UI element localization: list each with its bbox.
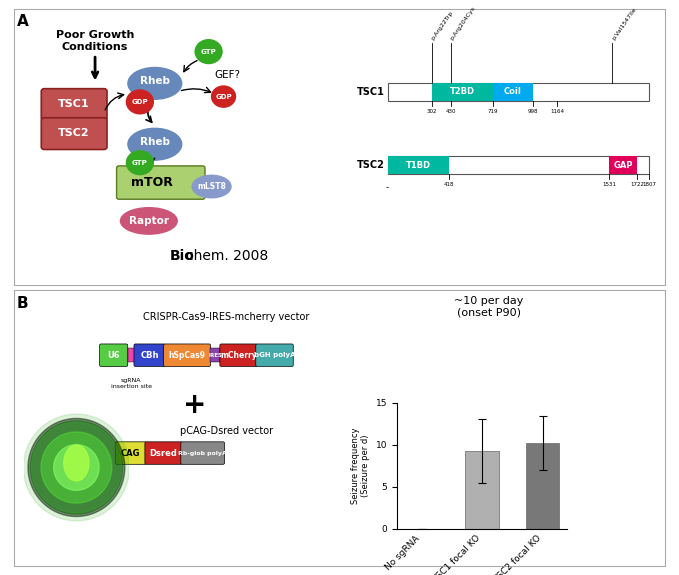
Text: Poor Growth
Conditions: Poor Growth Conditions <box>56 30 134 52</box>
Text: A: A <box>17 14 29 29</box>
Text: TSC2: TSC2 <box>357 160 385 170</box>
Bar <box>128 348 134 362</box>
Text: ~10 per day
(onset P90): ~10 per day (onset P90) <box>454 296 524 318</box>
Text: GTP: GTP <box>201 49 217 55</box>
Circle shape <box>126 151 153 175</box>
Text: 302: 302 <box>427 109 437 114</box>
Circle shape <box>195 40 222 63</box>
Text: mTOR: mTOR <box>131 176 172 189</box>
Bar <box>388 156 649 174</box>
FancyBboxPatch shape <box>181 442 225 465</box>
Text: GEF?: GEF? <box>215 71 240 80</box>
Text: Dsred: Dsred <box>149 448 178 458</box>
Bar <box>465 451 499 529</box>
Text: 1164: 1164 <box>550 109 564 114</box>
Text: Rheb: Rheb <box>140 76 170 86</box>
Ellipse shape <box>192 175 231 198</box>
Text: TSC1: TSC1 <box>357 87 385 97</box>
Text: GDP: GDP <box>132 99 148 105</box>
Text: p.Arg204Cys: p.Arg204Cys <box>449 5 476 41</box>
Text: 998: 998 <box>528 109 538 114</box>
Text: TSC1: TSC1 <box>58 99 90 109</box>
Bar <box>210 348 220 362</box>
Polygon shape <box>28 419 125 516</box>
Text: mCherry: mCherry <box>220 351 257 360</box>
Text: pCAG-Dsred vector: pCAG-Dsred vector <box>179 426 273 436</box>
FancyBboxPatch shape <box>256 344 293 366</box>
FancyBboxPatch shape <box>117 166 205 199</box>
Bar <box>526 443 559 529</box>
Text: bGH polyA: bGH polyA <box>254 352 295 358</box>
Text: T1BD: T1BD <box>406 160 431 170</box>
Polygon shape <box>31 421 122 513</box>
Text: TSC2: TSC2 <box>58 128 90 138</box>
Text: GDP: GDP <box>215 94 232 99</box>
Circle shape <box>64 445 89 481</box>
Text: 719: 719 <box>488 109 498 114</box>
Text: 1807: 1807 <box>642 182 656 187</box>
FancyBboxPatch shape <box>115 442 147 465</box>
Ellipse shape <box>120 208 177 234</box>
Ellipse shape <box>128 67 182 99</box>
Text: mLST8: mLST8 <box>197 182 226 191</box>
Text: 1531: 1531 <box>602 182 617 187</box>
Text: Raptor: Raptor <box>129 216 169 226</box>
FancyBboxPatch shape <box>41 89 107 120</box>
FancyBboxPatch shape <box>100 344 128 366</box>
Text: hSpCas9: hSpCas9 <box>168 351 206 360</box>
Bar <box>432 83 492 101</box>
Text: p.Val1547Ile: p.Val1547Ile <box>611 6 637 41</box>
Polygon shape <box>23 414 130 521</box>
Text: CAG: CAG <box>121 448 141 458</box>
Text: GTP: GTP <box>132 160 148 166</box>
Text: U6: U6 <box>107 351 120 360</box>
Text: T2BD: T2BD <box>449 87 475 97</box>
FancyBboxPatch shape <box>220 344 257 366</box>
Text: 418: 418 <box>443 182 454 187</box>
Text: GAP: GAP <box>613 160 633 170</box>
FancyBboxPatch shape <box>164 344 210 366</box>
Text: 1722: 1722 <box>630 182 644 187</box>
Bar <box>492 83 533 101</box>
Bar <box>388 83 649 101</box>
Text: B: B <box>17 296 29 311</box>
Bar <box>609 156 637 174</box>
Text: Bio: Bio <box>170 249 195 263</box>
Text: -: - <box>385 183 388 193</box>
Text: sgRNA
insertion site: sgRNA insertion site <box>111 378 151 389</box>
Circle shape <box>126 90 153 114</box>
FancyBboxPatch shape <box>145 442 183 465</box>
FancyBboxPatch shape <box>134 344 165 366</box>
Text: CRISPR-Cas9-IRES-mcherry vector: CRISPR-Cas9-IRES-mcherry vector <box>143 312 310 322</box>
Text: IRES: IRES <box>208 352 222 358</box>
Polygon shape <box>54 444 99 490</box>
Bar <box>388 156 449 174</box>
Polygon shape <box>31 421 122 514</box>
Ellipse shape <box>128 128 182 160</box>
FancyBboxPatch shape <box>41 118 107 150</box>
Text: p.Arg22Trp: p.Arg22Trp <box>430 10 454 41</box>
Y-axis label: Seizure frequency
(Seizure per d): Seizure frequency (Seizure per d) <box>351 427 371 504</box>
Text: CBh: CBh <box>141 351 159 360</box>
Text: Coil: Coil <box>504 87 521 97</box>
Text: 430: 430 <box>445 109 456 114</box>
Polygon shape <box>41 432 112 503</box>
Text: Rheb: Rheb <box>140 137 170 147</box>
Text: +: + <box>183 391 206 419</box>
Text: chem. 2008: chem. 2008 <box>186 249 268 263</box>
Text: Rb-glob polyA: Rb-glob polyA <box>179 451 227 455</box>
Circle shape <box>212 86 236 107</box>
